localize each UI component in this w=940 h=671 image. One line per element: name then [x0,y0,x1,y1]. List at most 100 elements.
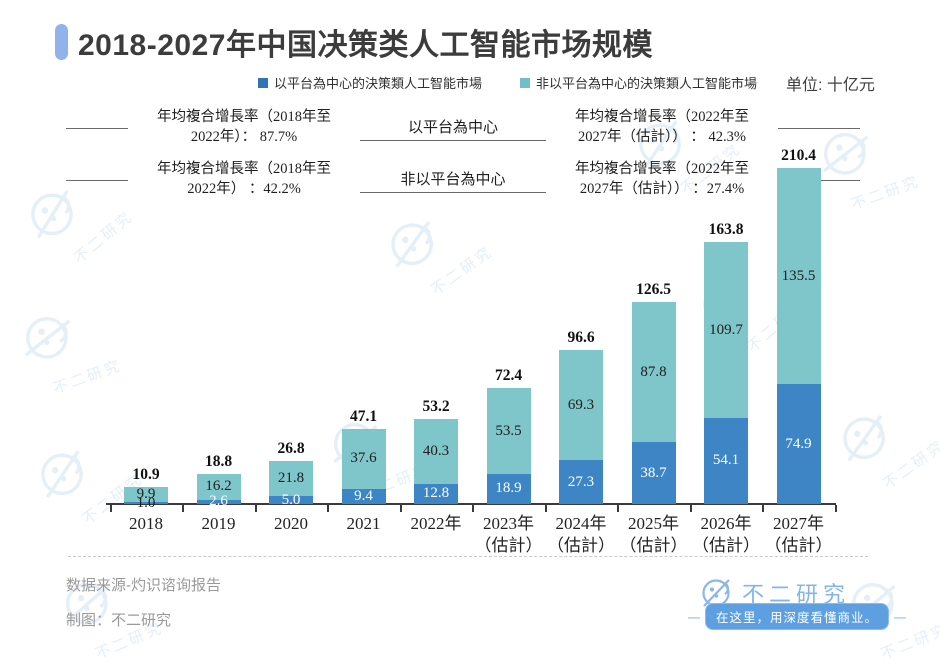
x-tick-label-8-line0: 2026年 [700,514,752,533]
bar-2025年（估計）-nonplatform-segment [631,301,676,443]
logo-text: 不二研究 [742,582,851,607]
bar-2021-platform-segment [341,488,386,504]
bar-2025年（估計）-nonplatform-value: 87.8 [640,363,667,380]
ribbon-left-dash: — [688,609,700,624]
x-tick-label-1: 2019 [159,513,279,535]
cagr-mid-label-1: 非以平台為中心 [400,171,506,188]
x-tick-label-4-line0: 2022年 [410,514,462,533]
bar-2021-total-value: 47.1 [349,407,378,425]
x-axis-tick-7 [617,505,620,512]
bar-2025年（估計）-platform-segment [631,442,676,504]
bar-2020-nonplatform-value: 21.8 [277,470,305,487]
x-tick-label-5: 2023年 （估計） [449,513,569,558]
x-axis-tick-10 [834,505,837,512]
legend-swatch-0 [258,77,268,88]
x-tick-label-6: 2024年 （估計） [521,513,641,558]
cagr-right-text-1-line1: 年均複合增長率（2022年至 [575,161,749,178]
cagr-left-text-1-line2: 2022年） ：42.2% [187,181,301,197]
cagr-left-text-0-line2: 2022年）： 87.7% [190,129,298,145]
x-axis-tick-5 [472,505,475,512]
title-block: 2018-2027年中国决策类人工智能市场规模 [55,20,653,64]
x-tick-label-3: 2021 [304,513,424,535]
x-axis-tick-8 [689,505,692,512]
bar-2024年（估計）-platform-segment [559,460,603,504]
ribbon-right-dash: — [894,609,907,624]
cagr-right-text-1-line2: 2027年（估計）） ：27.4% [579,181,745,197]
bar-2019-platform-value: 2.6 [209,493,228,510]
bar-2027年（估計）-platform-value: 74.9 [785,435,812,452]
bar-2024年（估計）-nonplatform-segment [559,349,603,461]
page-title: 2018-2027年中国决策类人工智能市场规模 [78,29,653,62]
legend-item-1: 非以平台為中心的決策類人工智能市場 [520,73,757,92]
x-tick-label-9-line1: （估計） [764,536,833,556]
data-source-text: 数据来源-灼识谘询报告 [66,577,221,594]
x-axis-tick-4 [399,505,402,512]
bar-2026年（估計）-platform-value: 54.1 [712,452,740,469]
x-axis-tick-9 [762,505,765,512]
stacked-bar-chart: 9.9 1.0 10.9 2018 16.2 2.6 18.8 2019 21.8 5.0 26.8… [106,146,859,558]
bar-2020-platform-segment [269,496,313,504]
cagr-mid-0: 以平台為中心 [360,116,546,141]
footer-divider [68,556,868,557]
bar-2019-total-value: 18.8 [204,452,233,470]
unit-label: 单位: 十亿元 [786,77,875,94]
slogan-ribbon: — 在这里，用深度看懂商业。 — [688,603,906,630]
x-axis-tick-2 [254,505,257,512]
bar-2020-nonplatform-segment [269,461,313,496]
bar-2020-total-value: 26.8 [277,440,305,458]
cagr-right-text-1: 年均複合增長率（2022年至 2027年（估計）） ：27.4% [546,160,778,199]
bar-2018-total-value: 10.9 [132,465,160,483]
bar-2022年-platform-segment [414,483,458,504]
x-tick-label-2-line0: 2020 [274,514,308,533]
bar-2022年-nonplatform-segment [414,419,458,484]
bar-2023年（估計）-total-value: 72.4 [494,367,523,385]
bar-2027年（估計）-platform-segment [776,384,821,504]
bar-2027年（估計）-nonplatform-segment [776,167,821,385]
bar-2019-nonplatform-value: 16.2 [205,478,232,495]
cagr-mid-1: 非以平台為中心 [360,168,546,193]
chart-legend: 以平台為中心的決策類人工智能市場 非以平台為中心的決策類人工智能市場 [258,73,757,92]
x-tick-label-2: 2020 [231,513,351,535]
x-tick-label-9-line0: 2027年 [773,514,824,533]
cagr-left-line-0 [66,127,128,129]
x-tick-label-8-line1: （估計） [692,536,760,556]
x-axis-tick-0 [109,505,112,512]
x-tick-label-3-line0: 2021 [346,514,381,533]
bar-2025年（估計）-total-value: 126.5 [636,280,671,298]
cagr-right-text-0-line1: 年均複合增長率（2022年至 [575,109,749,126]
x-axis-tick-6 [544,505,547,512]
bar-2027年（估計）-total-value: 210.4 [781,146,816,164]
bar-2018-platform-value: 1.0 [136,494,156,511]
x-axis-tick-1 [182,505,185,512]
bar-2023年（估計）-nonplatform-segment [486,388,531,474]
bar-2023年（估計）-platform-value: 18.9 [495,480,522,497]
cagr-annotations: 年均複合增長率（2018年至 2022年）： 87.7% 以平台為中心 年均複合增長率… [66,102,878,206]
cagr-mid-label-0: 以平台為中心 [407,119,498,136]
cagr-mid-line-0 [360,139,546,141]
bar-2023年（估計）-nonplatform-value: 53.5 [495,422,522,439]
x-tick-label-5-line0: 2023年 [483,514,534,533]
bar-2027年（估計）-nonplatform-value: 135.5 [781,267,816,284]
bar-2021-platform-value: 9.4 [354,487,373,504]
cagr-row-0: 年均複合增長率（2018年至 2022年）： 87.7% 以平台為中心 年均複合增長率… [66,102,878,154]
bar-2022年-total-value: 53.2 [422,398,450,416]
bar-2018-nonplatform-value: 9.9 [136,485,156,502]
x-tick-label-9: 2027年 （估計） [739,513,859,558]
bar-2019-nonplatform-segment [196,473,241,500]
x-tick-label-7-line0: 2025年 [628,514,679,533]
x-axis-line [106,503,836,505]
cagr-right-text-0-line2: 2027年（估計）） ： 42.3% [578,129,746,145]
x-tick-label-0-line0: 2018 [129,514,163,533]
credit-text: 制图：不二研究 [66,612,172,629]
cagr-right-text-0: 年均複合增長率（2022年至 2027年（估計）） ： 42.3% [546,108,778,147]
legend-item-0: 以平台為中心的決策類人工智能市場 [258,73,482,92]
bar-2021-nonplatform-value: 37.6 [350,450,377,467]
cagr-left-text-0-line1: 年均複合增長率（2018年至 [157,109,331,126]
cagr-mid-line-1 [360,191,546,193]
bar-2024年（估計）-platform-value: 27.3 [567,473,595,490]
title-accent-bar [55,24,68,60]
bar-2018-nonplatform-segment [124,486,168,503]
buer-research-logo: 不二研究 [700,576,850,610]
cagr-left-text-1-line1: 年均複合增長率（2018年至 [157,161,331,178]
bar-2020-platform-value: 5.0 [281,491,301,508]
